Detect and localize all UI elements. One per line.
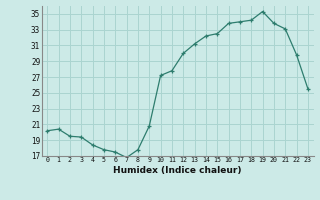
- X-axis label: Humidex (Indice chaleur): Humidex (Indice chaleur): [113, 166, 242, 175]
